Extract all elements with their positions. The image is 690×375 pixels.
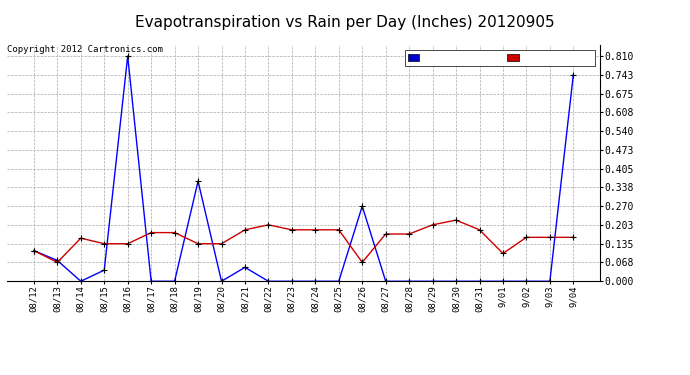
Legend: Rain  (Inches), ET  (Inches): Rain (Inches), ET (Inches) bbox=[405, 50, 595, 66]
Text: Evapotranspiration vs Rain per Day (Inches) 20120905: Evapotranspiration vs Rain per Day (Inch… bbox=[135, 15, 555, 30]
Text: Copyright 2012 Cartronics.com: Copyright 2012 Cartronics.com bbox=[7, 45, 163, 54]
